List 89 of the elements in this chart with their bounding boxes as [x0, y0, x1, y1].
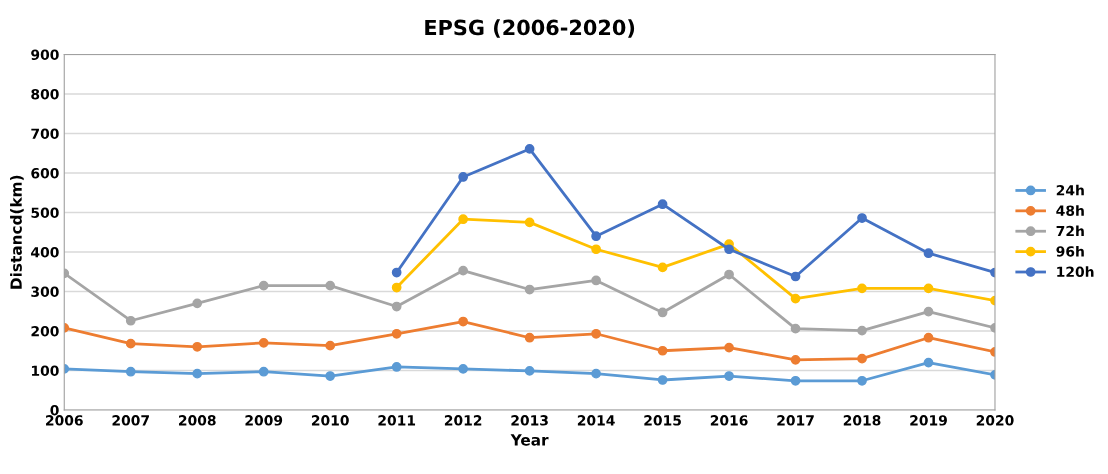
chart-title: EPSG (2006-2020) [425, 19, 635, 38]
point [591, 244, 601, 255]
point [458, 316, 469, 327]
point [524, 332, 535, 343]
x-tick-label: 2007 [112, 415, 149, 426]
point [923, 248, 934, 259]
x-tick-label: 2017 [777, 415, 814, 426]
point [125, 315, 136, 326]
point [591, 328, 601, 339]
point [258, 337, 269, 348]
legend-label: 72h [1056, 225, 1084, 237]
y-tick-label: 400 [31, 246, 59, 258]
point [125, 338, 136, 349]
x-axis-title: Year [510, 434, 549, 446]
point [857, 375, 867, 386]
point [258, 366, 269, 377]
point [724, 342, 734, 353]
y-tick-label: 200 [31, 325, 59, 337]
point [657, 375, 668, 385]
x-tick-label: 2014 [577, 415, 615, 426]
point [192, 298, 203, 309]
point [325, 371, 336, 381]
point [391, 362, 402, 372]
x-tick-label: 2019 [910, 415, 947, 426]
point [458, 364, 469, 374]
x-tick-label: 2020 [976, 415, 1014, 426]
x-tick-label: 2009 [245, 415, 283, 426]
point [790, 323, 801, 334]
point [192, 341, 203, 352]
y-tick-label: 300 [31, 286, 59, 297]
point [790, 293, 801, 304]
point [857, 213, 867, 223]
point [657, 345, 668, 356]
point [458, 265, 469, 276]
legend-label: 48h [1056, 205, 1084, 216]
y-tick-label: 500 [31, 207, 59, 218]
point [657, 307, 668, 318]
x-tick-label: 2016 [710, 415, 748, 426]
point [391, 301, 402, 312]
y-tick-label: 600 [31, 167, 59, 179]
x-tick-label: 2018 [843, 415, 881, 426]
point [192, 368, 203, 379]
point [391, 282, 402, 293]
point [258, 280, 269, 291]
x-tick-label: 2008 [178, 415, 216, 426]
point [857, 353, 867, 364]
point [657, 199, 668, 210]
point [923, 306, 934, 317]
y-tick-label: 0 [50, 404, 59, 416]
y-tick-label: 700 [31, 128, 59, 139]
point [657, 262, 668, 273]
point [857, 283, 867, 294]
x-tick-label: 2015 [644, 415, 681, 426]
y-axis-title: Distancd(km) [10, 175, 24, 289]
point [325, 340, 336, 351]
point [524, 366, 535, 376]
point [790, 375, 801, 386]
point [857, 325, 867, 336]
y-tick-label: 100 [31, 365, 59, 376]
y-tick-label: 900 [31, 49, 59, 60]
point [125, 366, 136, 377]
x-tick-label: 2013 [511, 415, 548, 426]
x-tick-label: 2010 [311, 415, 349, 426]
point [524, 217, 535, 228]
x-tick-label: 2012 [444, 415, 482, 426]
x-tick-label: 2011 [378, 415, 416, 426]
point [391, 267, 402, 278]
point [923, 332, 934, 343]
point [724, 244, 734, 255]
point [724, 371, 734, 381]
legend-label: 24h [1056, 184, 1084, 196]
point [391, 328, 402, 339]
legend-label: 120h [1057, 266, 1094, 278]
point [591, 275, 601, 286]
point [591, 231, 601, 242]
point [790, 271, 801, 282]
point [923, 357, 934, 368]
point [458, 172, 469, 182]
y-tick-label: 800 [31, 88, 59, 100]
legend-label: 96h [1056, 245, 1084, 257]
point [325, 280, 336, 291]
point [724, 269, 734, 280]
point [458, 214, 469, 225]
point [591, 368, 601, 379]
point [524, 284, 535, 295]
x-tick-label: 2006 [46, 415, 83, 426]
point [923, 283, 934, 294]
point [790, 354, 801, 365]
point [524, 144, 535, 154]
